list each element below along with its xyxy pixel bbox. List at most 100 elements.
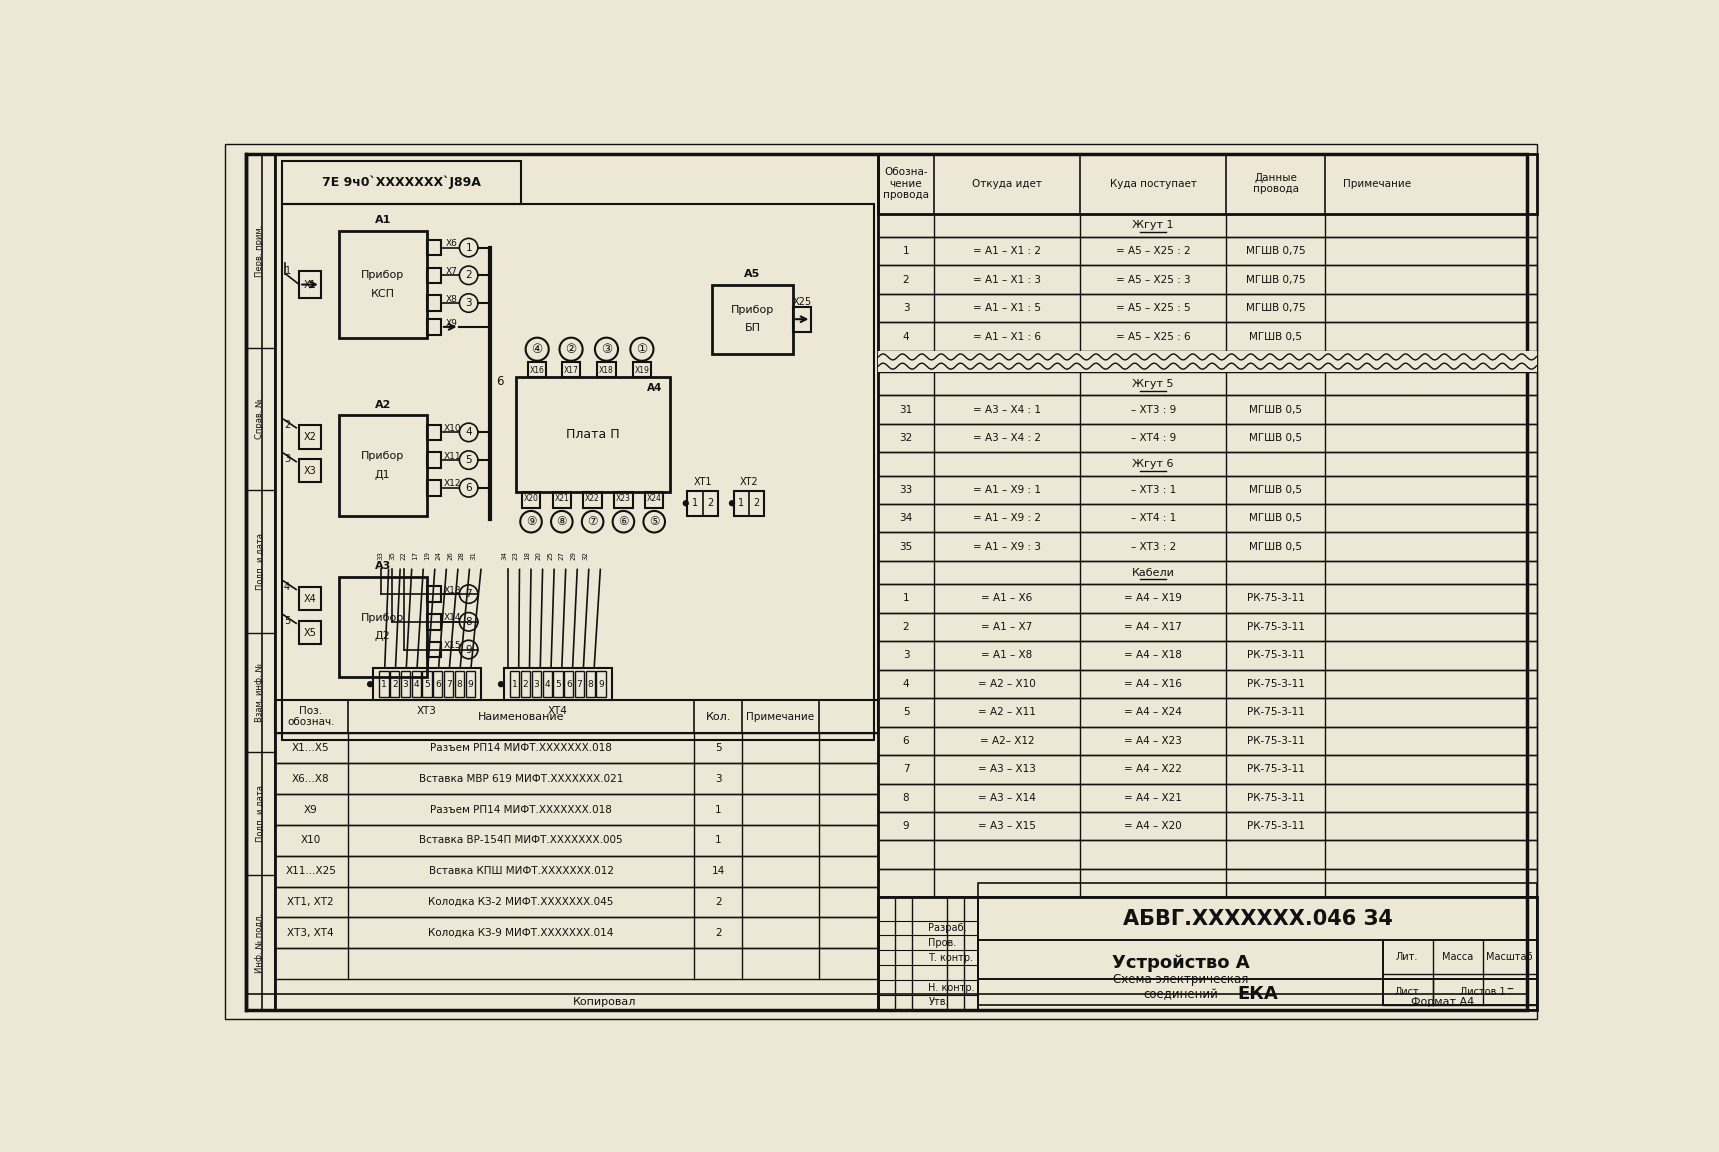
Text: РК-75-3-11: РК-75-3-11 xyxy=(1246,593,1305,604)
Text: 7: 7 xyxy=(576,680,583,689)
Text: Взам. инф. №: Взам. инф. № xyxy=(256,662,265,722)
Text: Листов 1: Листов 1 xyxy=(1459,987,1506,998)
Text: 14: 14 xyxy=(712,866,725,877)
Bar xyxy=(878,350,1537,372)
Text: 3: 3 xyxy=(284,454,291,464)
Text: Лит.: Лит. xyxy=(1396,953,1418,962)
Text: 2: 2 xyxy=(753,498,760,508)
Bar xyxy=(411,672,421,697)
Text: ⑧: ⑧ xyxy=(557,515,567,529)
Text: МГШВ 0,75: МГШВ 0,75 xyxy=(1246,247,1305,256)
Bar xyxy=(426,453,442,468)
Bar xyxy=(246,994,1528,1010)
Text: 5: 5 xyxy=(284,616,291,626)
Bar xyxy=(426,642,442,658)
Bar xyxy=(552,492,571,508)
Text: 2: 2 xyxy=(284,420,291,431)
Text: 4: 4 xyxy=(545,680,550,689)
Text: 2: 2 xyxy=(466,271,473,280)
Text: Кол.: Кол. xyxy=(705,712,731,721)
Text: ③: ③ xyxy=(602,343,612,356)
Bar xyxy=(275,948,877,979)
Bar xyxy=(426,295,442,311)
Bar xyxy=(878,584,1537,613)
Bar xyxy=(978,897,1537,940)
Text: X21: X21 xyxy=(555,494,569,503)
Text: 2: 2 xyxy=(523,680,528,689)
Bar xyxy=(792,306,811,332)
Text: ХТ3, ХТ4: ХТ3, ХТ4 xyxy=(287,927,333,938)
Text: 7: 7 xyxy=(445,680,452,689)
Text: – ХТ3 : 1: – ХТ3 : 1 xyxy=(1131,485,1176,494)
Text: = А1 – Х9 : 3: = А1 – Х9 : 3 xyxy=(973,541,1042,552)
Bar xyxy=(878,755,1537,783)
Text: Кабели: Кабели xyxy=(1131,568,1174,577)
Text: – ХТ4 : 1: – ХТ4 : 1 xyxy=(1131,514,1176,523)
Text: 23: 23 xyxy=(512,551,519,560)
Bar xyxy=(645,492,664,508)
Text: XT2: XT2 xyxy=(739,477,758,486)
Text: Прибор: Прибор xyxy=(731,305,774,314)
Text: Жгут 5: Жгут 5 xyxy=(1133,379,1174,389)
Text: Разъем РП14 МИФТ.XXXXXXX.018: Разъем РП14 МИФТ.XXXXXXX.018 xyxy=(430,805,612,814)
Bar xyxy=(554,672,562,697)
Bar xyxy=(373,668,481,700)
Text: Масса: Масса xyxy=(1442,953,1473,962)
Bar xyxy=(275,733,877,764)
Bar xyxy=(1382,979,1537,1006)
Bar xyxy=(734,491,765,516)
Text: X19: X19 xyxy=(634,366,650,376)
Bar xyxy=(878,237,1537,265)
Text: 34: 34 xyxy=(899,514,913,523)
Text: РК-75-3-11: РК-75-3-11 xyxy=(1246,679,1305,689)
Circle shape xyxy=(499,682,504,687)
Bar xyxy=(426,614,442,629)
Bar xyxy=(586,672,595,697)
Text: 33: 33 xyxy=(899,485,913,494)
Text: 4: 4 xyxy=(902,332,909,341)
Text: X5: X5 xyxy=(304,628,316,637)
Bar xyxy=(878,727,1537,755)
Text: Х11...Х25: Х11...Х25 xyxy=(285,866,337,877)
Text: МГШВ 0,5: МГШВ 0,5 xyxy=(1250,541,1301,552)
Text: 9: 9 xyxy=(468,680,473,689)
Bar xyxy=(282,161,521,204)
Text: = А4 – Х21: = А4 – Х21 xyxy=(1124,793,1183,803)
Text: = А1 – Х6: = А1 – Х6 xyxy=(982,593,1033,604)
Bar xyxy=(426,586,442,601)
Text: Копировал: Копировал xyxy=(572,998,636,1007)
Bar xyxy=(299,588,321,611)
Text: X11: X11 xyxy=(444,452,461,461)
Bar xyxy=(275,764,877,794)
Text: XT1: XT1 xyxy=(693,477,712,486)
Text: АБВГ.XXXXXXX.046 З4: АБВГ.XXXXXXX.046 З4 xyxy=(1123,909,1392,929)
Text: XT4: XT4 xyxy=(548,706,567,717)
Text: = А1 – Х1 : 2: = А1 – Х1 : 2 xyxy=(973,247,1042,256)
Text: 3: 3 xyxy=(402,680,409,689)
Text: 32: 32 xyxy=(899,433,913,444)
Text: X20: X20 xyxy=(524,494,538,503)
Text: 9: 9 xyxy=(598,680,603,689)
Bar xyxy=(878,294,1537,323)
Text: Перв. прим.: Перв. прим. xyxy=(256,225,265,276)
Text: 8: 8 xyxy=(457,680,462,689)
Text: 4: 4 xyxy=(414,680,419,689)
Text: = А1 – Х1 : 3: = А1 – Х1 : 3 xyxy=(973,274,1042,285)
Text: A1: A1 xyxy=(375,215,390,225)
Text: = А1 – Х8: = А1 – Х8 xyxy=(982,650,1033,660)
Bar xyxy=(564,672,574,697)
Bar xyxy=(583,492,602,508)
Bar xyxy=(504,668,612,700)
Text: 17: 17 xyxy=(413,551,418,560)
Text: X23: X23 xyxy=(615,494,631,503)
Text: Х1...Х5: Х1...Х5 xyxy=(292,743,330,753)
Bar xyxy=(633,362,652,377)
Bar xyxy=(878,395,1537,424)
Text: 8: 8 xyxy=(902,793,909,803)
Text: Обозна-
чение
провода: Обозна- чение провода xyxy=(884,167,928,200)
Text: = А1 – Х1 : 5: = А1 – Х1 : 5 xyxy=(973,303,1042,313)
Text: Д1: Д1 xyxy=(375,470,390,479)
Text: Прибор: Прибор xyxy=(361,271,404,280)
Text: = А4 – Х19: = А4 – Х19 xyxy=(1124,593,1183,604)
Bar xyxy=(433,672,442,697)
